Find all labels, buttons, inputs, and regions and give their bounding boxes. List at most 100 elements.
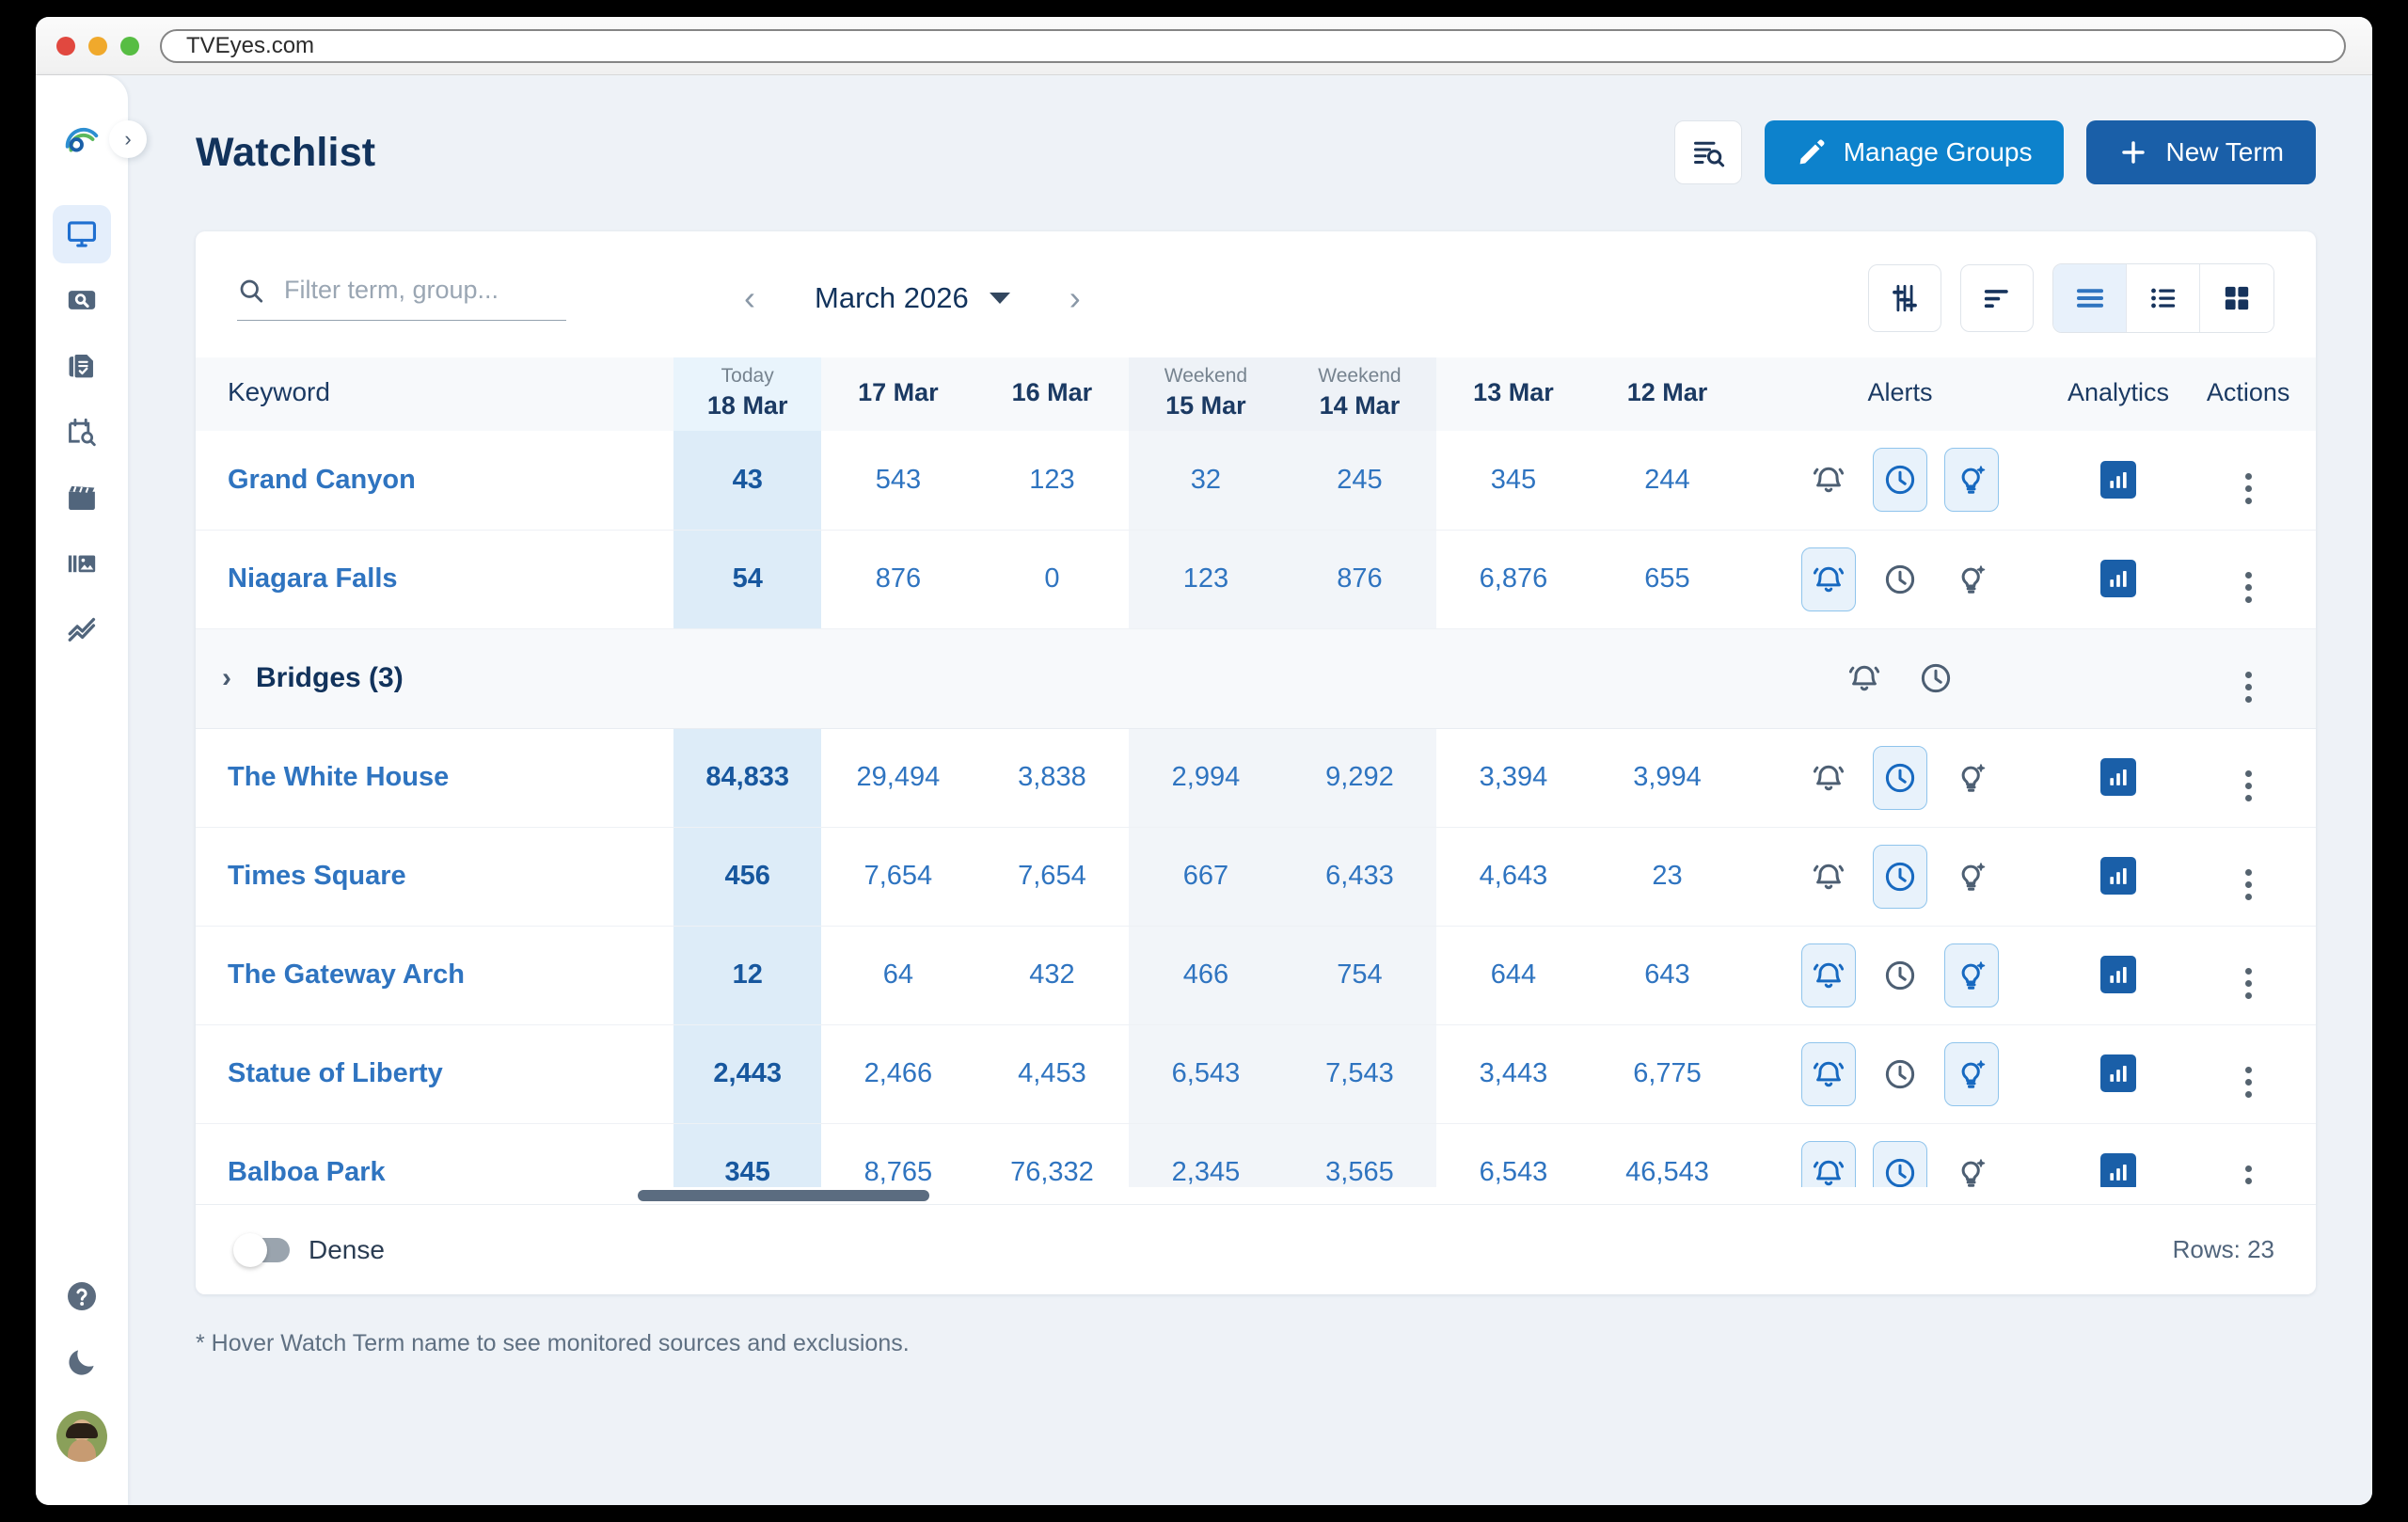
- analytics-button[interactable]: [2099, 1054, 2136, 1092]
- value-12-mar[interactable]: 3,994: [1633, 762, 1702, 792]
- analytics-button[interactable]: [2099, 758, 2136, 796]
- value-13-mar[interactable]: 644: [1490, 959, 1537, 990]
- value-12-mar[interactable]: 643: [1644, 959, 1690, 990]
- filter-field[interactable]: [237, 276, 566, 321]
- alert-bell-toggle[interactable]: [1801, 845, 1856, 909]
- prev-month-button[interactable]: ‹: [744, 278, 755, 317]
- maximize-window-button[interactable]: [120, 36, 139, 55]
- url-bar[interactable]: TVEyes.com: [160, 28, 2346, 63]
- table-row[interactable]: Niagara Falls 54 876 0 123 876 6,876 655: [196, 530, 2316, 628]
- value-16-mar[interactable]: 4,453: [1018, 1058, 1086, 1088]
- value-13-mar[interactable]: 4,643: [1479, 861, 1548, 891]
- value-16-mar[interactable]: 432: [1029, 959, 1075, 990]
- analytics-button[interactable]: [2099, 460, 2136, 499]
- alert-schedule-toggle[interactable]: [1872, 844, 1927, 909]
- value-12-mar[interactable]: 46,543: [1625, 1157, 1709, 1187]
- group-row-label-cell[interactable]: › Bridges (3): [196, 629, 673, 728]
- keyword-cell[interactable]: Niagara Falls: [228, 563, 398, 594]
- alert-bell-toggle[interactable]: [1801, 746, 1856, 810]
- value-14-mar[interactable]: 754: [1282, 926, 1437, 1024]
- month-selector[interactable]: March 2026: [815, 281, 1010, 315]
- value-16-mar[interactable]: 76,332: [1010, 1157, 1094, 1187]
- analytics-button[interactable]: [2099, 560, 2136, 597]
- table-row[interactable]: Balboa Park 345 8,765 76,332 2,345 3,565 6,543…: [196, 1123, 2316, 1204]
- value-18-mar[interactable]: 456: [673, 827, 822, 926]
- alert-bell-toggle[interactable]: [1800, 1041, 1856, 1106]
- row-menu-button[interactable]: [2244, 472, 2252, 504]
- table-row[interactable]: The Gateway Arch 12 64 432 466 754 644 643: [196, 926, 2316, 1024]
- chevron-right-icon[interactable]: ›: [222, 662, 231, 693]
- keyword-cell[interactable]: Times Square: [228, 861, 406, 891]
- keyword-cell[interactable]: The Gateway Arch: [228, 959, 465, 990]
- value-13-mar[interactable]: 3,443: [1479, 1058, 1548, 1088]
- value-15-mar[interactable]: 6,543: [1129, 1024, 1283, 1123]
- value-17-mar[interactable]: 8,765: [863, 1157, 933, 1187]
- dark-mode-toggle[interactable]: [65, 1345, 99, 1379]
- value-18-mar[interactable]: 84,833: [673, 728, 822, 827]
- alert-insight-toggle[interactable]: [1944, 547, 1999, 611]
- help-button[interactable]: [65, 1279, 99, 1313]
- value-15-mar[interactable]: 123: [1129, 530, 1283, 628]
- sidebar-item-reports[interactable]: [53, 337, 111, 395]
- view-mode-grid[interactable]: [2200, 264, 2273, 332]
- view-mode-comfortable[interactable]: [2053, 264, 2127, 332]
- value-14-mar[interactable]: 7,543: [1282, 1024, 1437, 1123]
- value-13-mar[interactable]: 6,876: [1479, 563, 1548, 594]
- alert-insight-toggle[interactable]: [1943, 448, 1999, 513]
- alert-schedule-toggle[interactable]: [1872, 448, 1927, 513]
- sort-button[interactable]: [1960, 264, 2034, 332]
- alert-bell-toggle[interactable]: [1800, 943, 1856, 1007]
- row-menu-button[interactable]: [2244, 671, 2252, 703]
- avatar[interactable]: [56, 1411, 107, 1462]
- value-15-mar[interactable]: 2,994: [1129, 728, 1283, 827]
- value-12-mar[interactable]: 244: [1644, 464, 1690, 495]
- value-15-mar[interactable]: 466: [1129, 926, 1283, 1024]
- analytics-button[interactable]: [2099, 857, 2136, 895]
- close-window-button[interactable]: [56, 36, 75, 55]
- sidebar-item-gallery[interactable]: [53, 534, 111, 593]
- value-17-mar[interactable]: 29,494: [856, 762, 941, 792]
- value-12-mar[interactable]: 655: [1644, 563, 1690, 594]
- alert-schedule-toggle[interactable]: [1909, 646, 1963, 710]
- alert-schedule-toggle[interactable]: [1872, 745, 1927, 810]
- alert-bell-toggle[interactable]: [1800, 547, 1856, 611]
- analytics-button[interactable]: [2099, 1153, 2136, 1191]
- keyword-cell[interactable]: The White House: [228, 762, 450, 792]
- table-group-row[interactable]: › Bridges (3): [196, 628, 2316, 728]
- table-row[interactable]: The White House 84,833 29,494 3,838 2,994 9,2…: [196, 728, 2316, 827]
- value-12-mar[interactable]: 23: [1652, 861, 1683, 891]
- value-13-mar[interactable]: 6,543: [1479, 1157, 1548, 1187]
- value-14-mar[interactable]: 6,433: [1282, 827, 1437, 926]
- value-17-mar[interactable]: 64: [882, 959, 914, 990]
- alert-insight-toggle[interactable]: [1944, 1141, 1999, 1205]
- column-settings-button[interactable]: [1868, 264, 1941, 332]
- value-15-mar[interactable]: 32: [1129, 431, 1283, 530]
- value-15-mar[interactable]: 667: [1129, 827, 1283, 926]
- alert-schedule-toggle[interactable]: [1873, 547, 1927, 611]
- value-18-mar[interactable]: 12: [673, 926, 822, 1024]
- alert-schedule-toggle[interactable]: [1873, 943, 1927, 1007]
- alert-bell-toggle[interactable]: [1837, 646, 1892, 710]
- value-13-mar[interactable]: 3,394: [1479, 762, 1548, 792]
- value-14-mar[interactable]: 9,292: [1282, 728, 1437, 827]
- value-16-mar[interactable]: 0: [1044, 563, 1060, 594]
- alert-insight-toggle[interactable]: [1944, 746, 1999, 810]
- manage-groups-button[interactable]: Manage Groups: [1764, 120, 2065, 184]
- dense-toggle[interactable]: Dense: [233, 1232, 385, 1267]
- table-row[interactable]: Grand Canyon 43 543 123 32 245 345 244: [196, 431, 2316, 530]
- value-14-mar[interactable]: 876: [1282, 530, 1437, 628]
- horizontal-scrollbar[interactable]: [196, 1187, 2316, 1204]
- sidebar-item-search[interactable]: [53, 271, 111, 329]
- row-menu-button[interactable]: [2244, 869, 2252, 900]
- alert-insight-toggle[interactable]: [1943, 943, 1999, 1007]
- value-16-mar[interactable]: 3,838: [1018, 762, 1086, 792]
- value-18-mar[interactable]: 43: [673, 431, 822, 530]
- sidebar-item-media[interactable]: [53, 468, 111, 527]
- expand-sidebar-button[interactable]: ›: [109, 120, 147, 158]
- keyword-cell[interactable]: Balboa Park: [228, 1157, 386, 1187]
- value-17-mar[interactable]: 7,654: [863, 861, 933, 891]
- value-18-mar[interactable]: 2,443: [673, 1024, 822, 1123]
- next-month-button[interactable]: ›: [1069, 278, 1081, 317]
- value-17-mar[interactable]: 2,466: [863, 1058, 933, 1088]
- table-row[interactable]: Statue of Liberty 2,443 2,466 4,453 6,543 7,5…: [196, 1024, 2316, 1123]
